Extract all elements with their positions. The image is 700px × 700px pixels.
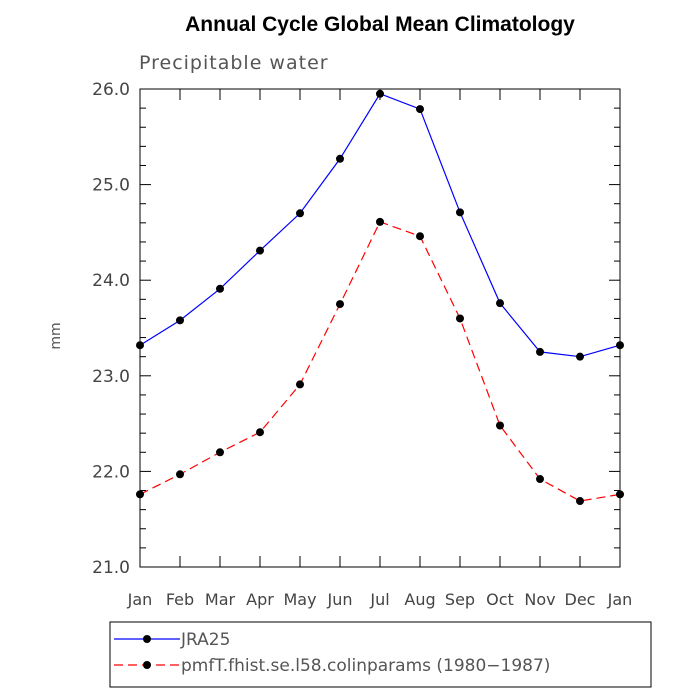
legend-marker: [143, 635, 151, 643]
data-point: [176, 470, 184, 479]
data-point: [296, 380, 304, 389]
data-point: [256, 246, 264, 255]
legend-box: [109, 621, 652, 688]
y-tick-label: 21.0: [92, 558, 130, 578]
data-point: [376, 89, 384, 98]
x-tick-label: Nov: [524, 590, 555, 609]
data-point: [136, 341, 144, 350]
x-tick-label: Jan: [127, 590, 153, 609]
y-tick-labels: 21.0 22.0 23.0 24.0 25.0 26.0: [92, 80, 130, 578]
chart-subtitle: Precipitable water: [139, 52, 329, 74]
legend-label: JRA25: [180, 630, 230, 650]
data-point: [456, 208, 464, 217]
data-point: [376, 217, 384, 226]
data-point: [576, 352, 584, 361]
data-point: [336, 300, 344, 309]
axis-ticks: [139, 88, 621, 568]
y-axis-label: mm: [48, 322, 64, 349]
data-point: [616, 341, 624, 350]
plot-frame: [139, 88, 621, 568]
chart-title: Annual Cycle Global Mean Climatology: [185, 13, 575, 36]
data-point: [176, 316, 184, 325]
data-point: [416, 105, 424, 114]
x-tick-label: May: [283, 590, 316, 609]
x-tick-label: Apr: [246, 590, 274, 609]
x-tick-label: Oct: [486, 590, 514, 609]
x-tick-label: Aug: [404, 590, 435, 609]
data-point: [336, 154, 344, 163]
series-2: [136, 217, 624, 506]
legend-label: pmfT.fhist.se.l58.colinparams (1980−1987…: [181, 656, 550, 676]
x-tick-label: Jun: [327, 590, 353, 609]
data-point: [536, 347, 544, 356]
data-point: [496, 421, 504, 430]
series-line: [139, 221, 621, 502]
data-point: [296, 209, 304, 218]
data-point: [216, 284, 224, 293]
y-tick-label: 22.0: [92, 462, 130, 482]
x-tick-label: Sep: [445, 590, 475, 609]
legend-marker: [143, 661, 151, 669]
x-tick-label: Mar: [205, 590, 236, 609]
data-point: [576, 497, 584, 506]
series-layer: [136, 89, 624, 506]
data-point: [536, 475, 544, 484]
y-tick-label: 24.0: [92, 271, 130, 291]
data-point: [456, 314, 464, 323]
data-point: [216, 448, 224, 457]
y-tick-label: 26.0: [92, 80, 130, 100]
x-tick-label: Feb: [166, 590, 194, 609]
data-point: [616, 490, 624, 499]
data-point: [496, 299, 504, 308]
x-tick-label: Jul: [369, 590, 389, 609]
data-point: [416, 232, 424, 241]
x-tick-labels: Jan Feb Mar Apr May Jun Jul Aug Sep Oct Nov Dec Jan: [127, 590, 633, 609]
legend: JRA25 pmfT.fhist.se.l58.colinparams (1980…: [114, 630, 550, 676]
y-tick-label: 23.0: [92, 367, 130, 387]
series-1: [136, 89, 624, 361]
y-tick-label: 25.0: [92, 176, 130, 196]
data-point: [136, 490, 144, 499]
x-tick-label: Dec: [565, 590, 596, 609]
x-tick-label: Jan: [607, 590, 633, 609]
data-point: [256, 428, 264, 437]
